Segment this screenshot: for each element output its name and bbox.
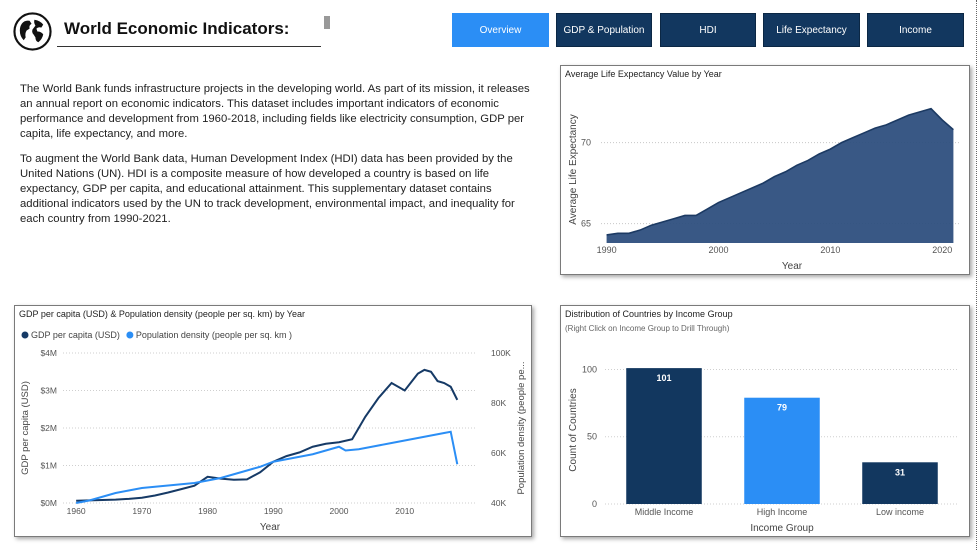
y-tick-label: 50 (587, 432, 597, 442)
income-chart: 0 50 100 101 Middle Income 79 High Income 31 Low… (568, 364, 959, 534)
y-tick-label: $4M (40, 348, 57, 358)
income-chart-title: Distribution of Countries by Income Grou… (565, 309, 733, 319)
y-axis-label: GDP per capita (USD) (20, 381, 31, 475)
intro-text: The World Bank funds infrastructure proj… (20, 82, 532, 237)
gdp-population-card[interactable]: GDP per capita (USD) & Population densit… (14, 305, 532, 537)
life-expectancy-area (606, 108, 954, 243)
x-tick-label: Middle Income (635, 507, 694, 517)
x-tick-label: 1980 (198, 506, 217, 516)
x-tick-label: High Income (757, 507, 808, 517)
tab-overview[interactable]: Overview (452, 13, 549, 47)
life-expectancy-chart-title: Average Life Expectancy Value by Year (565, 69, 722, 79)
x-tick-label: 2020 (932, 245, 952, 255)
y2-tick-label: 80K (491, 398, 506, 408)
x-axis-label: Year (260, 522, 281, 533)
intro-paragraph-2: To augment the World Bank data, Human De… (20, 153, 515, 225)
life-expectancy-card[interactable]: Average Life Expectancy Value by Year 65… (560, 65, 970, 275)
y-tick-label: 70 (581, 138, 591, 148)
legend-label: GDP per capita (USD) (31, 330, 120, 340)
page-title: World Economic Indicators: (64, 19, 290, 38)
x-axis-label: Income Group (750, 523, 814, 534)
life-expectancy-line (606, 107, 954, 236)
x-tick-label: 2010 (820, 245, 840, 255)
globe-icon (13, 12, 52, 51)
x-axis-label: Year (782, 261, 803, 272)
bar-high-income (744, 397, 820, 504)
tab-hdi[interactable]: HDI (660, 13, 756, 47)
title-underline (57, 46, 321, 47)
gdp-population-chart-title: GDP per capita (USD) & Population densit… (19, 309, 305, 319)
y2-tick-label: 60K (491, 448, 506, 458)
bar-low-income (862, 462, 938, 504)
legend-marker (21, 331, 29, 339)
gdp-per-capita-line (76, 368, 459, 502)
y-tick-label: 100 (582, 364, 597, 374)
x-tick-label: 1990 (264, 506, 283, 516)
y-tick-label: 0 (592, 499, 597, 509)
x-tick-label: 1970 (132, 506, 151, 516)
income-distribution-card[interactable]: Distribution of Countries by Income Grou… (560, 305, 970, 537)
y-tick-label: $3M (40, 386, 57, 396)
x-tick-label: 1990 (597, 245, 617, 255)
y-tick-label: 65 (581, 219, 591, 229)
x-tick-label: 1960 (67, 506, 86, 516)
population-density-line (75, 430, 459, 504)
y2-tick-label: 40K (491, 498, 506, 508)
y-axis-label: Average Life Expectancy (568, 114, 579, 224)
x-tick-label: 2010 (395, 506, 414, 516)
bar-value-label: 31 (895, 467, 905, 477)
tab-gdp-population[interactable]: GDP & Population (556, 13, 652, 47)
intro-paragraph-1: The World Bank funds infrastructure proj… (20, 83, 530, 140)
x-tick-label: Low income (876, 507, 924, 517)
x-tick-label: 2000 (708, 245, 728, 255)
gdp-population-chart: GDP per capita (USD) Population density (… (20, 330, 527, 533)
tab-life-expectancy[interactable]: Life Expectancy (763, 13, 860, 47)
y2-tick-label: 100K (491, 348, 511, 358)
bar-value-label: 79 (777, 403, 787, 413)
bar-middle-income (626, 368, 702, 504)
page-edge-divider (976, 0, 977, 550)
legend-marker (126, 331, 134, 339)
y-tick-label: $1M (40, 461, 57, 471)
x-tick-label: 2000 (330, 506, 349, 516)
income-chart-subtitle: (Right Click on Income Group to Drill Th… (565, 324, 730, 333)
tab-income[interactable]: Income (867, 13, 964, 47)
y-axis-label: Count of Countries (568, 388, 579, 471)
y-tick-label: $0M (40, 498, 57, 508)
legend-label: Population density (people per sq. km ) (136, 330, 292, 340)
y2-axis-label: Population density (people pe... (516, 361, 527, 494)
y-tick-label: $2M (40, 423, 57, 433)
life-expectancy-chart: 65 70 1990 2000 2010 2020 Year Average Life Exp… (568, 107, 959, 272)
bar-value-label: 101 (656, 373, 671, 383)
title-handle (324, 16, 330, 29)
